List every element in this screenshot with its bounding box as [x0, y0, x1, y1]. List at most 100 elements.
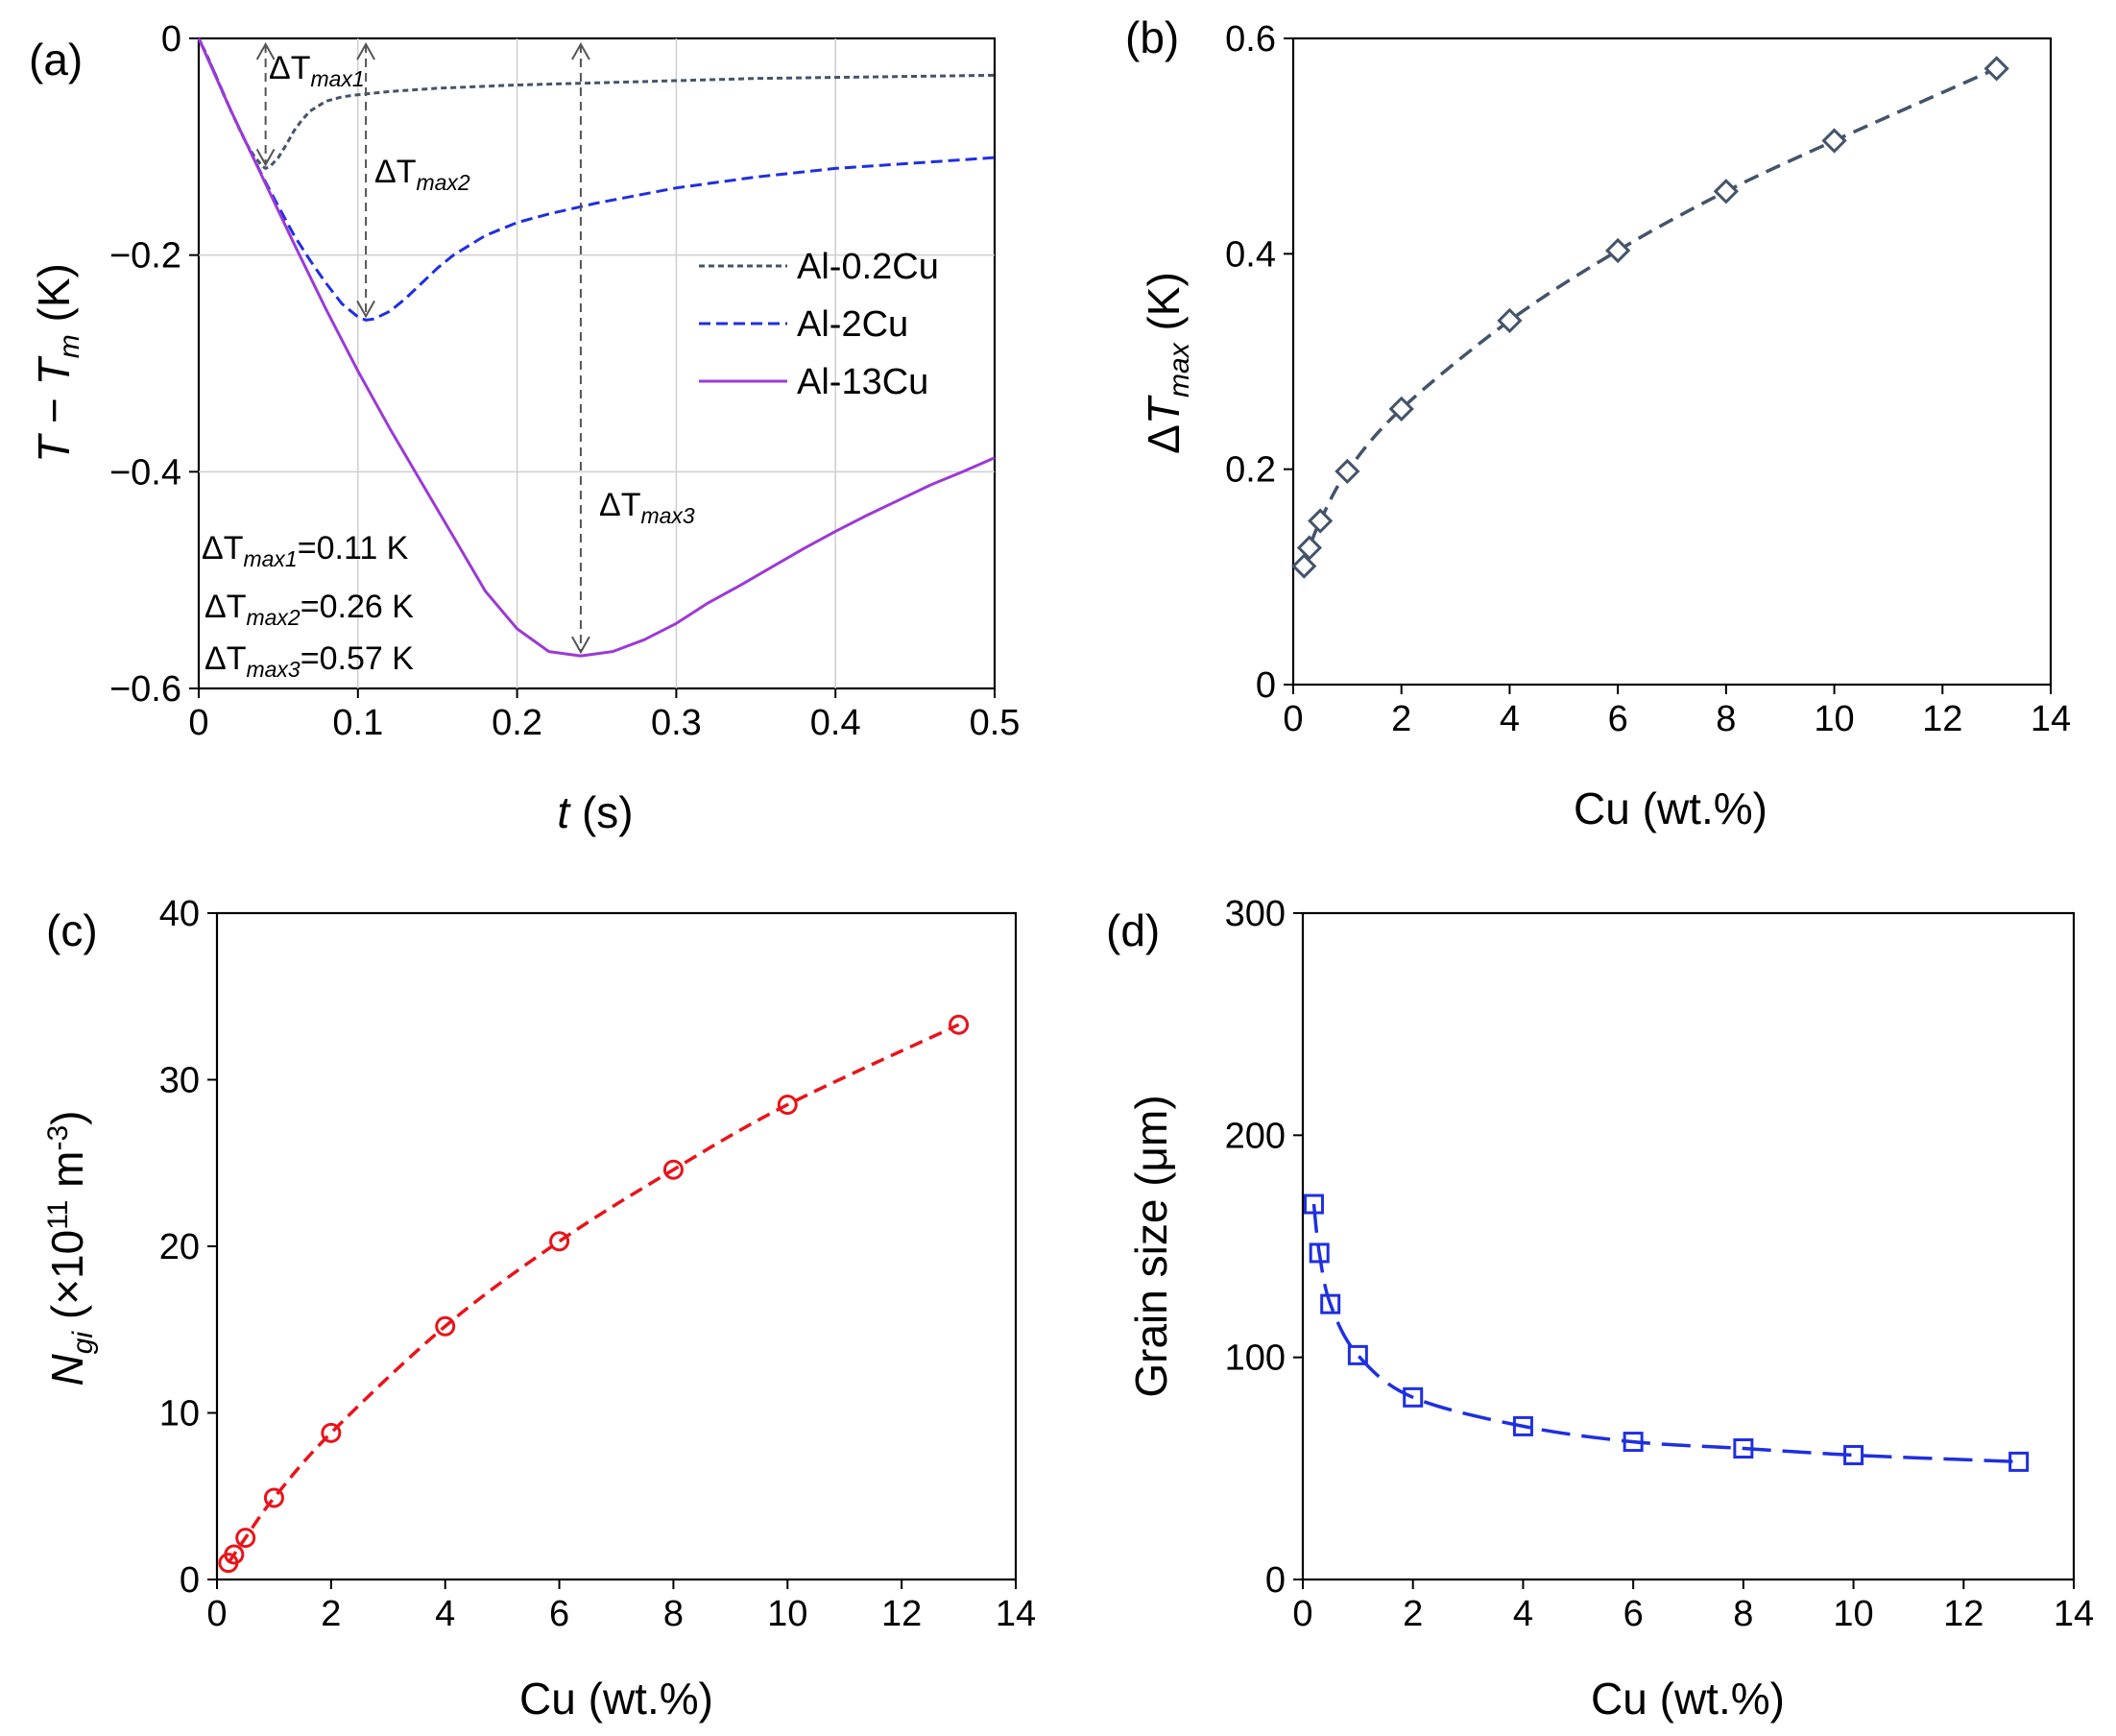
y-tick-label: 300	[1225, 894, 1286, 934]
y-tick-label: 200	[1225, 1116, 1286, 1156]
label-dtmax1: ΔTmax1	[269, 50, 365, 91]
panel-b-xlabel: Cu (wt.%)	[1574, 784, 1767, 833]
arrow-head-bottom	[255, 148, 276, 167]
data-point	[1347, 1344, 1368, 1365]
y-tick-label: 40	[159, 894, 200, 934]
x-tick-label: 12	[1922, 699, 1962, 739]
data-point	[1984, 56, 2009, 82]
data-point	[1733, 1438, 1754, 1459]
data-point	[1388, 396, 1414, 422]
trend-curve	[227, 1023, 960, 1564]
panel-b-label: (b)	[1125, 12, 1179, 62]
data-point	[1512, 1415, 1533, 1436]
panel-a-arrows	[255, 41, 590, 655]
y-tick-label: 20	[159, 1227, 200, 1267]
y-tick-label: 0	[1265, 1560, 1286, 1601]
panel-b: 0 2 4 6 8 10 12 14 0 0.2 0.4 0.6 (b) ΔTmax (K) Cu (…	[1125, 12, 2071, 833]
data-point	[1309, 1242, 1330, 1264]
data-point	[549, 1231, 570, 1252]
panel-b-series	[1291, 56, 2009, 579]
x-tick-label: 10	[1814, 699, 1854, 739]
panel-a-ylabel: T − Tm (K)	[29, 263, 85, 463]
data-point	[1303, 1194, 1324, 1215]
panel-a-series	[197, 37, 996, 658]
x-tick-label: 0	[1283, 699, 1303, 739]
x-tick-label: 14	[2054, 1594, 2094, 1634]
x-tick-label: 0.4	[810, 703, 861, 743]
data-point	[1308, 508, 1334, 534]
data-point	[1403, 1386, 1424, 1408]
panel-a-ticks: 0 0.1 0.2 0.3 0.4 0.5 0 −0.2 −0.4 −0.6	[109, 19, 1020, 743]
x-tick-label: 0.2	[492, 703, 542, 743]
x-tick-label: 6	[1608, 699, 1628, 739]
panel-a-legend: Al-0.2Cu Al-2Cu Al-13Cu	[699, 247, 939, 402]
data-point	[949, 1014, 970, 1035]
panel-a: 0 0.1 0.2 0.3 0.4 0.5 0 −0.2 −0.4 −0.6 (a) T − Tm…	[29, 19, 1020, 837]
x-tick-label: 0	[206, 1594, 227, 1634]
y-tick-label: 0	[161, 19, 181, 60]
arrow-head-bottom	[356, 300, 375, 319]
panel-d-xlabel: Cu (wt.%)	[1591, 1674, 1785, 1724]
data-point	[224, 1544, 245, 1565]
x-tick-label: 6	[1623, 1594, 1644, 1634]
x-tick-label: 12	[1943, 1594, 1984, 1634]
x-tick-label: 4	[435, 1594, 455, 1634]
x-tick-label: 6	[549, 1594, 569, 1634]
panel-d-series	[1303, 1194, 2030, 1472]
data-point	[662, 1159, 684, 1180]
label-dtmax2: ΔTmax2	[374, 154, 470, 195]
data-point	[1497, 307, 1523, 333]
panel-c-ticks: 0 2 4 6 8 10 12 14 0 10 20 30 40	[159, 894, 1036, 1634]
arrow-head-top	[571, 41, 590, 60]
x-tick-label: 0.1	[332, 703, 383, 743]
trend-curve	[1311, 1203, 2019, 1464]
x-tick-label: 2	[321, 1594, 341, 1634]
y-tick-label: −0.4	[109, 452, 181, 493]
x-tick-label: 0	[1292, 1594, 1312, 1634]
panel-a-gridlines	[199, 38, 995, 688]
panel-c-label: (c)	[46, 905, 98, 955]
x-tick-label: 8	[1733, 1594, 1753, 1634]
y-tick-label: 100	[1225, 1338, 1286, 1379]
panel-b-ticks: 0 2 4 6 8 10 12 14 0 0.2 0.4 0.6	[1225, 19, 2071, 739]
data-point	[1320, 1293, 1341, 1314]
y-tick-label: −0.2	[109, 236, 181, 277]
data-point	[1335, 458, 1360, 485]
arrow-head-bottom	[571, 636, 590, 655]
arrow-head-top	[356, 41, 375, 60]
label-dtmax3: ΔTmax3	[599, 487, 695, 528]
data-point	[321, 1422, 342, 1443]
panel-b-ylabel: ΔTmax (K)	[1139, 272, 1195, 454]
x-tick-label: 2	[1391, 699, 1411, 739]
y-tick-label: −0.6	[109, 669, 181, 710]
panel-b-frame	[1291, 36, 2053, 687]
x-tick-label: 8	[1716, 699, 1736, 739]
trend-curve	[1302, 66, 1998, 567]
series-line-al-0-2cu	[197, 37, 996, 170]
data-point	[777, 1095, 798, 1116]
x-tick-label: 14	[2031, 699, 2071, 739]
y-tick-label: 10	[159, 1394, 200, 1435]
value-dtmax1: ΔTmax1=0.11 K	[202, 530, 409, 571]
y-tick-label: 0.4	[1225, 234, 1276, 275]
data-point	[1843, 1444, 1864, 1465]
x-tick-label: 4	[1513, 1594, 1533, 1634]
data-point	[263, 1487, 284, 1508]
panel-d-ticks: 0 2 4 6 8 10 12 14 0 100 200 300	[1225, 894, 2095, 1634]
legend-label-al-2cu: Al-2Cu	[797, 304, 908, 345]
x-tick-label: 8	[663, 1594, 684, 1634]
data-point	[235, 1528, 256, 1549]
data-point	[1291, 553, 1317, 579]
data-point	[1623, 1432, 1644, 1453]
x-tick-label: 0.3	[651, 703, 702, 743]
panel-a-label: (a)	[29, 35, 83, 84]
y-tick-label: 0	[180, 1560, 200, 1601]
data-point	[1821, 128, 1847, 154]
y-tick-label: 30	[159, 1061, 200, 1101]
x-tick-label: 0.5	[970, 703, 1021, 743]
x-tick-label: 10	[767, 1594, 807, 1634]
panel-d: 0 2 4 6 8 10 12 14 0 100 200 300 (d) Grain size (μm…	[1106, 894, 2094, 1724]
x-tick-label: 0	[188, 703, 208, 743]
x-tick-label: 4	[1500, 699, 1520, 739]
